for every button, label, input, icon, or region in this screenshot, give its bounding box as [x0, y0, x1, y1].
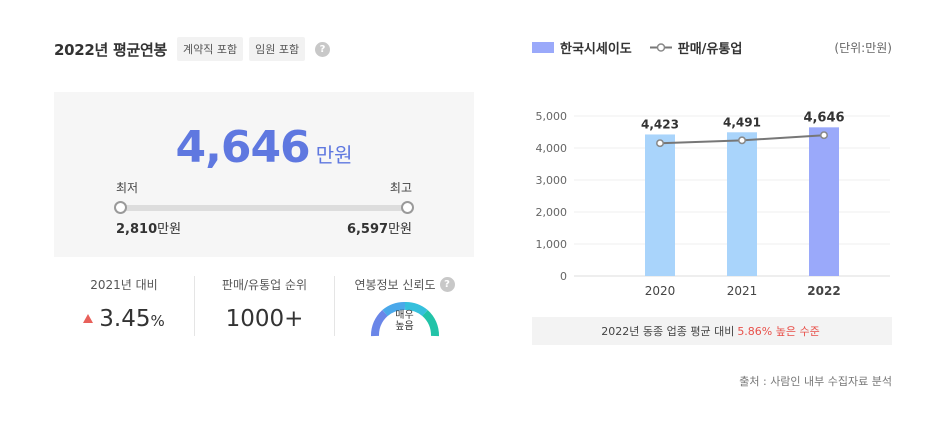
salary-chart: 0 1,000 2,000 3,000 4,000 5,000 4,423 2020 4,491…: [536, 110, 890, 298]
y-tick-label: 5,000: [536, 110, 568, 123]
stat-yoy-value: 3.45: [99, 306, 151, 332]
salary-header: 2022년 평균연봉 계약직 포함 임원 포함 ?: [54, 36, 331, 62]
min-salary-value: 2,810: [116, 222, 158, 237]
x-tick-label: 2020: [645, 284, 676, 298]
y-tick-label: 2,000: [536, 206, 568, 219]
industry-point: [738, 136, 746, 145]
x-tick-label: 2022: [807, 284, 840, 298]
min-salary-unit: 만원: [157, 222, 182, 237]
min-label: 최저: [116, 181, 139, 195]
stat-yoy-pct: %: [150, 312, 165, 330]
range-min-knob: [114, 201, 127, 214]
trust-text-line2: 높음: [395, 321, 414, 332]
stat-rank-value: 1000+: [225, 306, 304, 332]
unit-note: (단위:만원): [834, 41, 892, 55]
y-tick-label: 1,000: [536, 238, 568, 251]
legend-company-label: 한국시세이도: [560, 42, 632, 57]
max-salary: 6,597만원: [347, 218, 412, 237]
tag-contract: 계약직 포함: [176, 37, 244, 61]
source-note: 출처 : 사람인 내부 수집자료 분석: [739, 375, 892, 388]
industry-point: [820, 131, 828, 140]
min-salary: 2,810만원: [116, 218, 181, 237]
average-salary: 4,646 만원: [54, 122, 474, 173]
stat-trust-label: 연봉정보 신뢰도: [354, 277, 436, 292]
trust-text-line1: 매우: [395, 310, 414, 321]
stat-trust-label-row: 연봉정보 신뢰도?: [335, 276, 474, 292]
average-salary-value: 4,646: [175, 122, 311, 173]
legend-industry: 판매/유통업: [649, 38, 743, 57]
stat-yoy-value-row: 3.45%: [54, 306, 194, 332]
range-max-knob: [401, 201, 414, 214]
stat-rank: 판매/유통업 순위 1000+: [194, 276, 334, 336]
up-arrow-icon: [83, 314, 94, 323]
y-tick-label: 0: [560, 270, 567, 283]
stat-yoy-label: 2021년 대비: [90, 277, 158, 292]
trust-gauge-text: 매우 높음: [369, 310, 441, 332]
help-icon[interactable]: ?: [439, 276, 455, 292]
stat-trust: 연봉정보 신뢰도? 매우 높음: [334, 276, 474, 338]
industry-point: [656, 139, 664, 148]
average-salary-unit: 만원: [315, 143, 353, 167]
chart-legend: 한국시세이도 판매/유통업: [532, 38, 760, 57]
bar-2021: [727, 132, 757, 276]
tag-executive: 임원 포함: [249, 37, 306, 61]
trust-gauge: 매우 높음: [369, 298, 441, 338]
comparison-note: 2022년 동종 업종 평균 대비 5.86% 높은 수준: [532, 317, 892, 345]
legend-line-swatch: [649, 43, 672, 52]
help-icon[interactable]: ?: [315, 41, 331, 57]
bar-2020: [645, 134, 675, 276]
max-salary-unit: 만원: [388, 222, 412, 237]
x-tick-label: 2021: [727, 284, 758, 298]
salary-range-track: [120, 205, 408, 211]
max-salary-value: 6,597: [346, 222, 389, 237]
page-title: 2022년 평균연봉: [54, 40, 167, 59]
y-tick-label: 3,000: [536, 174, 568, 187]
bar-value-label: 4,423: [641, 117, 679, 131]
legend-industry-label: 판매/유통업: [677, 42, 743, 57]
bar-value-label: 4,491: [723, 115, 761, 129]
trust-gauge-icon: [370, 302, 439, 337]
legend-company: 한국시세이도: [532, 38, 632, 57]
stat-yoy: 2021년 대비 3.45%: [54, 276, 194, 336]
max-label: 최고: [389, 181, 412, 195]
bar-value-label: 4,646: [803, 110, 844, 125]
salary-summary-box: 4,646 만원 최저 최고 2,810만원 6,597만원: [54, 92, 474, 257]
legend-bar-swatch: [532, 42, 554, 53]
comparison-note-text: 2022년 동종 업종 평균 대비: [601, 325, 735, 338]
stat-rank-label: 판매/유통업 순위: [221, 277, 308, 292]
comparison-note-highlight: 5.86% 높은 수준: [737, 325, 820, 338]
y-tick-label: 4,000: [536, 142, 568, 155]
bar-2022: [809, 127, 839, 276]
